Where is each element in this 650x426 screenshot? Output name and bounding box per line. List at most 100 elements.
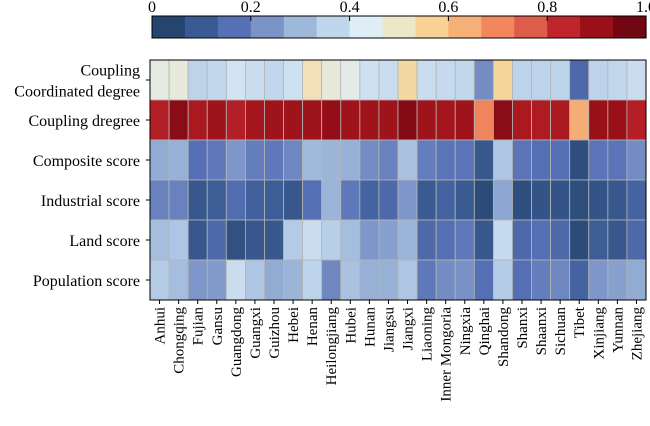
heatmap-cell <box>302 139 323 181</box>
heatmap-cell <box>626 99 647 141</box>
heatmap-cell <box>492 59 513 101</box>
heatmap-cell <box>473 259 494 301</box>
colorbar-tick-label: 0.8 <box>537 0 557 16</box>
colorbar-segment <box>152 16 186 38</box>
heatmap-cell <box>435 99 456 141</box>
heatmap-cell <box>588 179 609 221</box>
heatmap-cell <box>264 139 284 181</box>
column-label: Guizhou <box>267 307 283 359</box>
colorbar-segment <box>382 16 417 38</box>
heatmap-cell <box>512 179 532 221</box>
colorbar-tick-label: 1.0 <box>636 0 650 16</box>
column-label: Yunnan <box>610 307 626 353</box>
heatmap-cell <box>321 139 342 181</box>
colorbar-segment <box>415 16 449 38</box>
heatmap-cell <box>302 179 323 221</box>
row-label: Coordinated degree <box>14 84 140 101</box>
heatmap-cell <box>435 259 456 301</box>
heatmap-cell <box>512 259 532 301</box>
heatmap-cell <box>626 259 647 301</box>
colorbar-segment <box>184 16 219 38</box>
heatmap-cell <box>225 259 246 301</box>
heatmap-cell <box>340 179 361 221</box>
heatmap-cell <box>397 259 418 301</box>
heatmap-cell <box>225 139 246 181</box>
heatmap-cell <box>550 259 571 301</box>
heatmap-cell <box>626 139 647 181</box>
colorbar-frame <box>151 15 647 39</box>
heatmap-cell <box>206 139 227 181</box>
column-label: Shandong <box>496 307 512 368</box>
heatmap-cell <box>206 99 227 141</box>
heatmap-cell <box>149 259 170 301</box>
heatmap-cell <box>225 219 246 261</box>
heatmap-cell <box>550 59 571 101</box>
column-label: Xinjiang <box>591 307 607 360</box>
column-label: Hebei <box>286 307 302 343</box>
column-label: Zhejiang <box>629 307 645 361</box>
heatmap-cell <box>187 99 208 141</box>
column-label: Inner Mongoria <box>439 307 455 402</box>
heatmap-cell <box>244 59 265 101</box>
heatmap-cell <box>302 259 323 301</box>
heatmap-cell <box>454 259 475 301</box>
colorbar-segment <box>580 16 614 38</box>
colorbar-segment <box>448 16 482 38</box>
colorbar-segment <box>250 16 285 38</box>
heatmap-cell <box>569 139 590 181</box>
heatmap-cell <box>321 259 342 301</box>
heatmap-cell <box>264 59 284 101</box>
heatmap-cell <box>264 99 284 141</box>
colorbar-segment <box>481 16 515 38</box>
row-label: Industrial score <box>41 193 140 210</box>
heatmap-cell <box>149 99 170 141</box>
colorbar-segment <box>349 16 384 38</box>
column-label: Jiangxi <box>401 307 417 350</box>
heatmap-cell <box>187 259 208 301</box>
column-label: Sichuan <box>553 307 569 356</box>
column-label: Hunan <box>362 307 378 347</box>
heatmap-cell <box>340 139 361 181</box>
heatmap-cell <box>244 139 265 181</box>
row-label: Coupling <box>80 63 140 80</box>
colorbar-tick-label: 0.2 <box>241 0 261 16</box>
heatmap-cell <box>397 139 418 181</box>
heatmap-cell <box>531 179 552 221</box>
row-label: Population score <box>33 273 140 290</box>
heatmap-cell <box>206 59 227 101</box>
heatmap-cell <box>283 59 304 101</box>
heatmap-cell <box>512 219 532 261</box>
colorbar <box>151 15 647 39</box>
heatmap-cell <box>168 259 189 301</box>
row-labels: Coupling Coordinated degree Coupling dregr… <box>14 63 150 290</box>
heatmap-cell <box>569 219 590 261</box>
colorbar-segment <box>514 16 548 38</box>
heatmap-cell <box>607 59 628 101</box>
colorbar-tick-label: 0 <box>148 0 156 16</box>
heatmap-cell <box>283 99 304 141</box>
heatmap-cell <box>168 219 189 261</box>
heatmap-cell <box>473 99 494 141</box>
heatmap-cell <box>454 219 475 261</box>
heatmap-cell <box>149 139 170 181</box>
heatmap-cell <box>607 219 628 261</box>
heatmap-cell <box>473 59 494 101</box>
heatmap-cell <box>302 99 323 141</box>
heatmap-cell <box>569 179 590 221</box>
heatmap-cell <box>473 179 494 221</box>
heatmap-cell <box>244 259 265 301</box>
heatmap-cell <box>206 259 227 301</box>
heatmap-cell <box>168 99 189 141</box>
heatmap-cell <box>225 59 246 101</box>
column-label: Guangdong <box>229 307 245 377</box>
column-label: Shanxi <box>515 307 531 349</box>
heatmap-cell <box>454 99 475 141</box>
heatmap-cell <box>588 259 609 301</box>
heatmap-cell <box>321 179 342 221</box>
heatmap-cell <box>607 99 628 141</box>
heatmap-cell <box>512 139 532 181</box>
heatmap-cell <box>244 219 265 261</box>
heatmap-cell <box>569 59 590 101</box>
heatmap-cell <box>168 59 189 101</box>
heatmap-cell <box>378 259 399 301</box>
